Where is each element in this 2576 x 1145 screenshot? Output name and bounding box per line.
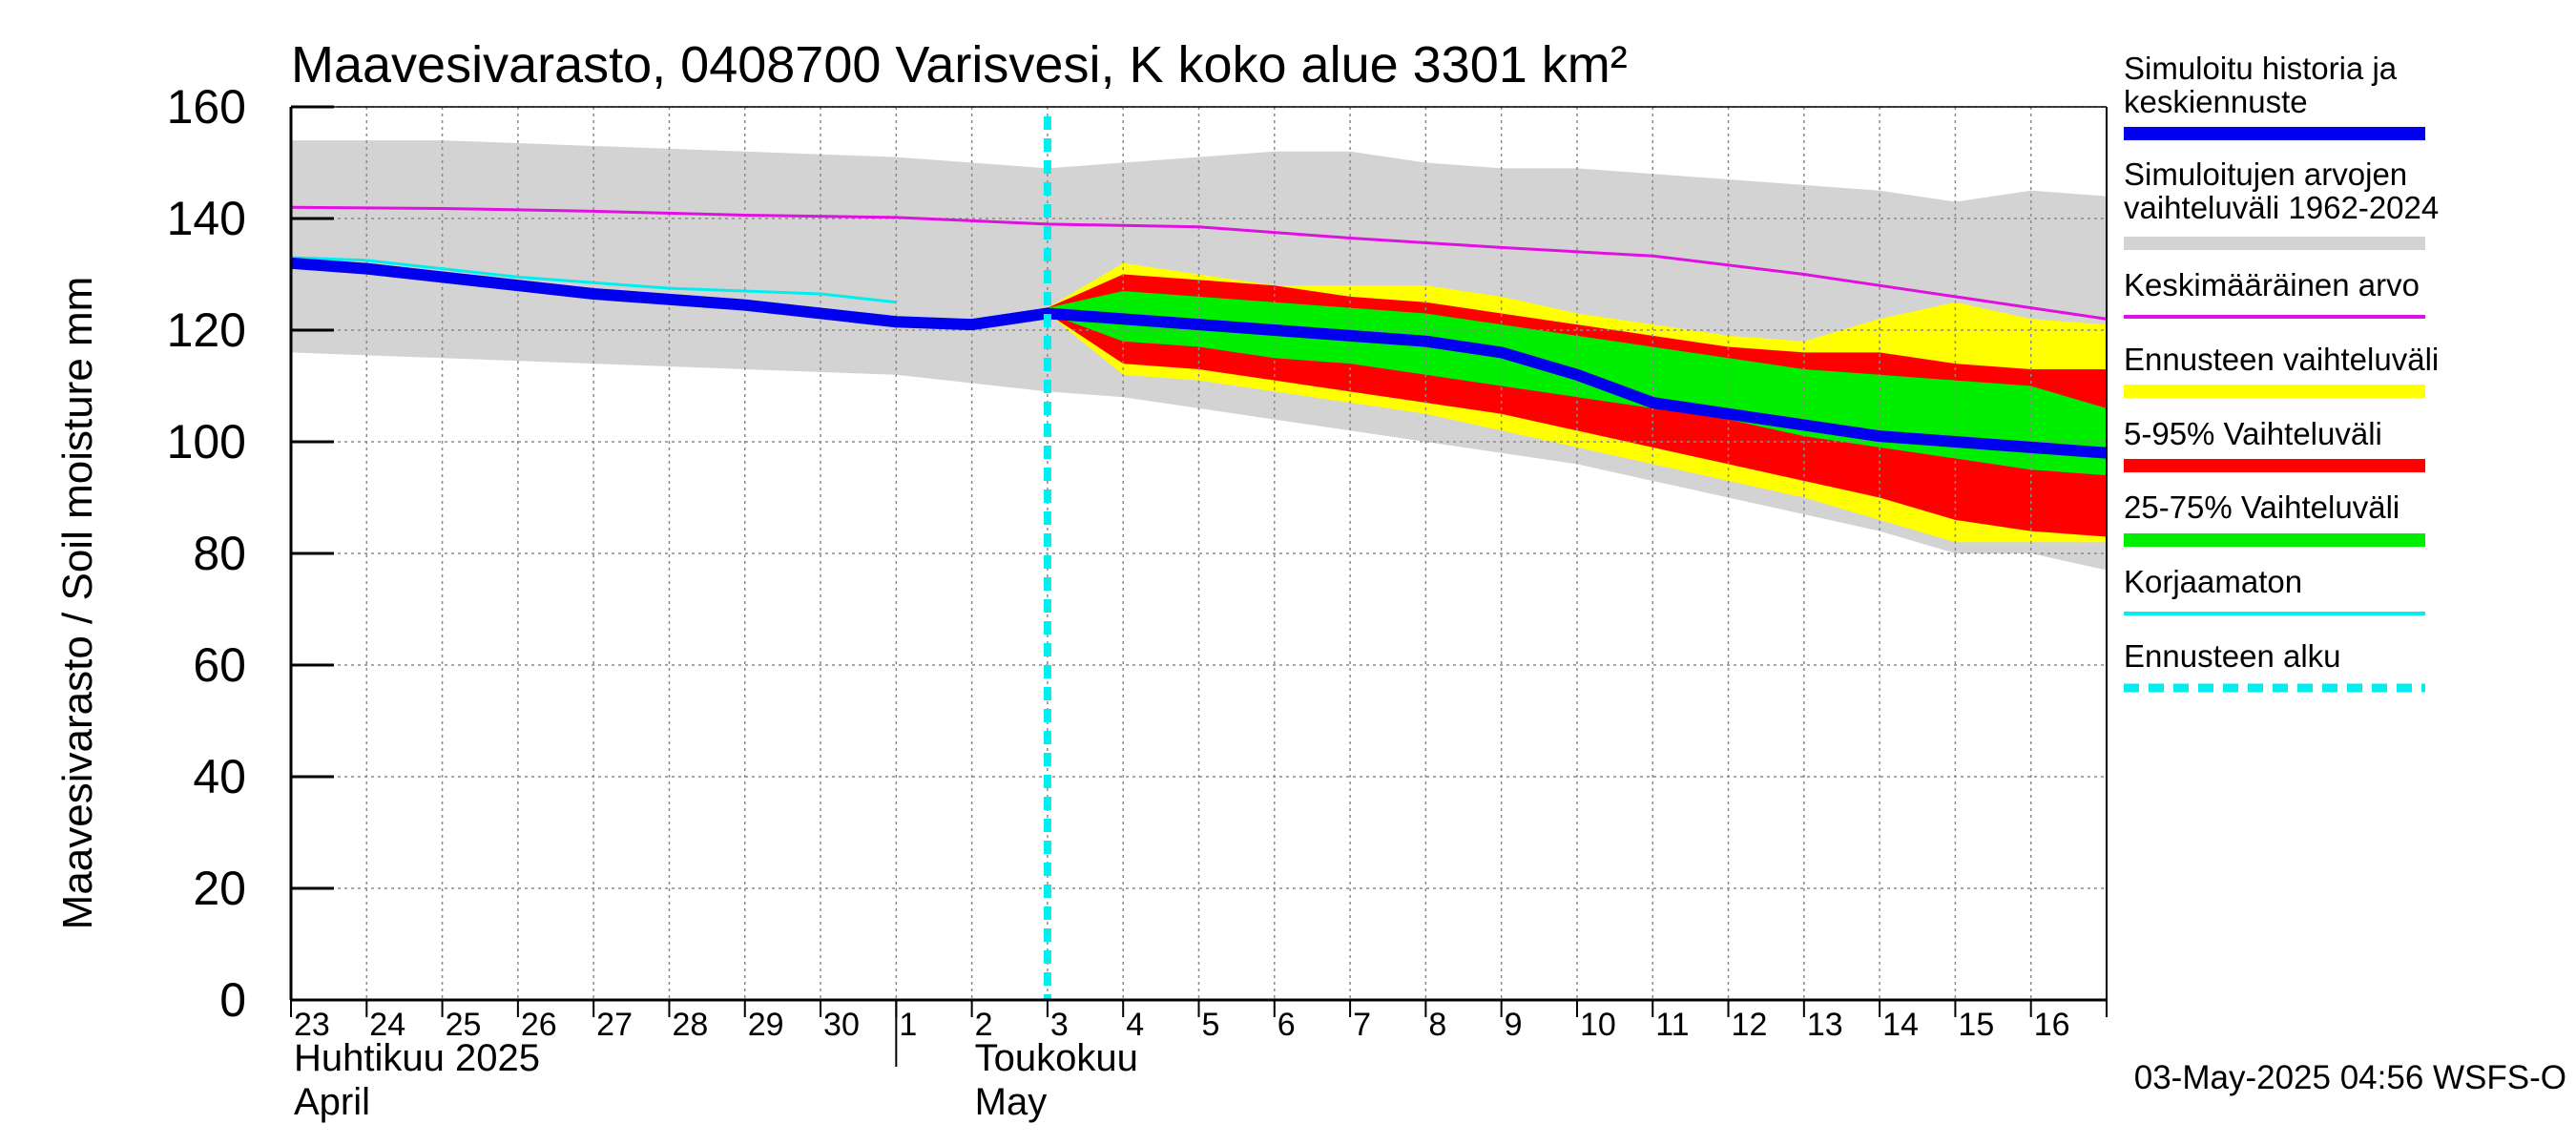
x-tick-label: 6 [1278,1007,1296,1043]
uncorrected-line [290,256,897,304]
month-label-en: April [294,1081,370,1123]
x-tick-label: 7 [1353,1007,1371,1043]
x-tick-label: 5 [1202,1007,1220,1043]
x-tick-label: 9 [1505,1007,1523,1043]
y-tick-label: 160 [167,80,246,134]
x-tick-label: 24 [369,1007,405,1043]
x-tick-label: 1 [899,1007,917,1043]
x-tick-label: 11 [1655,1007,1689,1043]
x-tick-label: 23 [294,1007,330,1043]
simulated-line [290,257,2108,459]
x-tick-label: 14 [1882,1007,1919,1043]
x-tick-label: 27 [596,1007,633,1043]
legend-label: Keskimääräinen arvo [2124,267,2420,302]
y-axis-label: Maavesivarasto / Soil moisture mm [54,277,101,930]
x-tick-label: 3 [1050,1007,1069,1043]
timestamp: 03-May-2025 04:56 WSFS-O [2134,1059,2566,1096]
month-label-en: May [975,1081,1048,1123]
legend-label: 5-95% Vaihteluväli [2124,416,2382,451]
x-tick-label: 8 [1428,1007,1446,1043]
x-tick-label: 25 [446,1007,482,1043]
y-tick-label: 0 [219,973,246,1027]
legend-label: Simuloitu historia ja keskiennuste [2124,51,2398,119]
x-tick-label: 29 [748,1007,784,1043]
mean-line [290,205,2108,321]
legend-label: Korjaamaton [2124,564,2302,599]
legend-label: Ennusteen vaihteluväli [2124,342,2439,377]
y-tick-label: 40 [193,750,246,803]
x-tick-label: 30 [823,1007,860,1043]
x-tick-label: 4 [1126,1007,1144,1043]
month-label-fi: Huhtikuu 2025 [294,1037,540,1079]
y-tick-label: 120 [167,303,246,357]
month-label-fi: Toukokuu [975,1037,1138,1079]
legend: Simuloitu historia ja keskiennuste Simuloi… [2124,51,2439,693]
y-tick-label: 20 [193,862,246,915]
x-tick-label: 2 [975,1007,993,1043]
y-tick-label: 100 [167,415,246,468]
legend-label: Ennusteen alku [2124,638,2341,674]
legend-label: 25-75% Vaihteluväli [2124,489,2399,525]
x-tick-label: 28 [672,1007,708,1043]
y-tick-label: 80 [193,527,246,580]
x-tick-label: 16 [2034,1007,2070,1043]
lines-layer [290,116,2108,1000]
chart-title: Maavesivarasto, 0408700 Varisvesi, K kok… [291,36,1628,94]
x-tick-label: 12 [1732,1007,1768,1043]
x-tick-label: 26 [521,1007,557,1043]
x-tick-label: 13 [1807,1007,1843,1043]
x-tick-label: 10 [1580,1007,1616,1043]
x-tick-label: 15 [1958,1007,1994,1043]
legend-label: Simuloitujen arvojen vaihteluväli 1962-20… [2124,156,2439,225]
y-tick-label: 140 [167,192,246,245]
y-tick-label: 60 [193,638,246,692]
